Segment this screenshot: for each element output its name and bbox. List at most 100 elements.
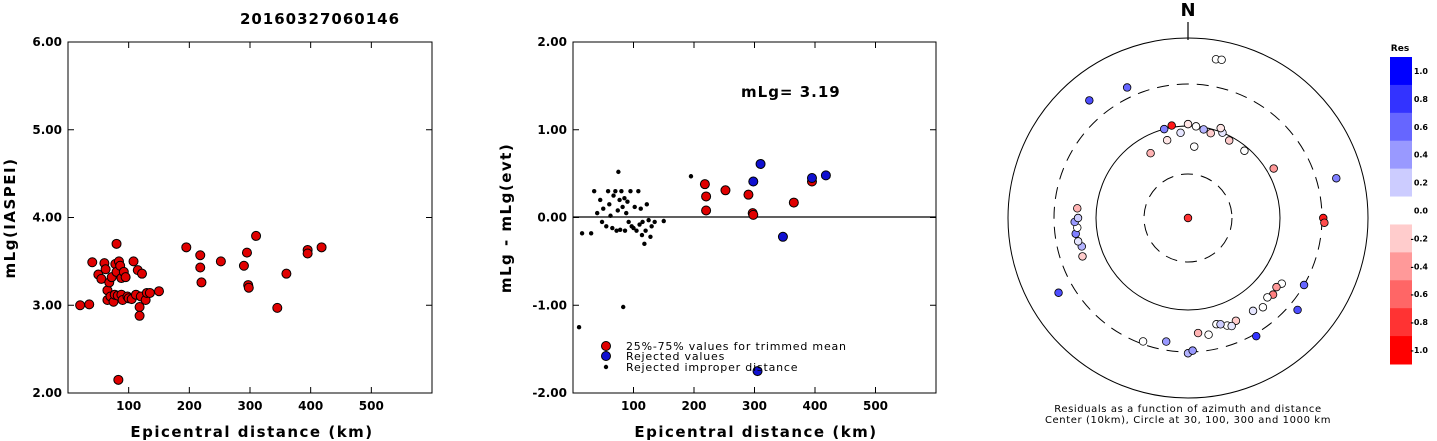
- station-point: [1332, 174, 1341, 183]
- north-label: N: [1180, 0, 1195, 21]
- trimmed-mean-point: [788, 197, 799, 208]
- legend-label-distance: Rejected improper distance: [626, 361, 798, 374]
- y-tick-label: 4.00: [32, 211, 62, 225]
- station-point: [1122, 83, 1132, 92]
- caption-line-1: Residuals as a function of azimuth and d…: [1054, 404, 1322, 415]
- x-tick-label: 200: [681, 399, 706, 413]
- x-axis-label: Epicentral distance (km): [130, 423, 373, 441]
- figure-title: 20160327060146: [240, 10, 400, 28]
- trimmed-mean-point: [699, 179, 710, 190]
- station-point: [1167, 121, 1176, 130]
- x-tick-label: 100: [621, 399, 646, 413]
- colorbar-label: -0.8: [1411, 318, 1429, 327]
- rejected-distance-point: [644, 202, 650, 207]
- rejected-distance-point: [661, 218, 666, 224]
- azimuth-polar-plot: N Residuals as a function of azimuth and…: [1007, 0, 1369, 426]
- station-point: [1269, 164, 1278, 173]
- x-tick-label: 100: [116, 399, 141, 413]
- colorbar-swatch: [1390, 280, 1412, 309]
- data-point: [128, 256, 139, 267]
- x-axis-ticks: 100 200 300 400 500: [621, 42, 888, 413]
- x-tick-label: 200: [177, 399, 202, 413]
- colorbar-swatch: [1390, 84, 1412, 114]
- station-point: [1162, 337, 1171, 346]
- data-point: [316, 242, 327, 253]
- data-point: [181, 242, 192, 253]
- colorbar-swatch: [1390, 336, 1412, 365]
- data-point: [243, 282, 254, 293]
- data-point: [302, 248, 313, 259]
- rejected-distance-point: [611, 193, 616, 198]
- colorbar-label: 1.0: [1414, 67, 1429, 76]
- rejected-distance-point: [621, 304, 626, 310]
- station-point: [1183, 213, 1193, 223]
- legend-marker-distance: [603, 364, 609, 370]
- x-tick-label: 500: [863, 399, 888, 413]
- rejected-distance-point: [620, 204, 625, 210]
- mlg-distance-plot: 2.00 3.00 4.00 5.00 6.00 100 200 300 400 500 Epi…: [1, 35, 433, 441]
- rejected-distance-point: [631, 225, 636, 231]
- rejected-distance-point: [617, 197, 622, 203]
- rejected-distance-point: [595, 210, 600, 216]
- rejected-distance-point: [637, 222, 642, 227]
- trimmed-mean-point: [720, 185, 731, 196]
- data-point: [195, 262, 206, 273]
- rejected-distance-point: [610, 225, 615, 231]
- rejected-distance-point: [638, 206, 643, 211]
- station-point: [1206, 128, 1215, 138]
- station-point: [1159, 124, 1169, 134]
- rejected-distance-point: [579, 231, 585, 236]
- rejected-distance-point: [604, 224, 609, 229]
- rejected-distance-point: [615, 208, 620, 213]
- colorbar-swatch: [1390, 140, 1412, 170]
- station-point: [1199, 125, 1208, 134]
- colorbar-label: 0.2: [1414, 179, 1428, 188]
- colorbar-label: -1.0: [1411, 346, 1429, 355]
- data-point: [272, 302, 283, 313]
- rejected-distance-point: [619, 188, 624, 194]
- rejected-distance-point: [646, 217, 651, 223]
- colorbar-label: 0.6: [1414, 123, 1429, 132]
- rejected-distance-point: [636, 188, 641, 194]
- data-point: [154, 286, 164, 297]
- station-point: [1146, 148, 1155, 158]
- colorbar-swatch: [1390, 252, 1412, 281]
- data-point: [100, 264, 111, 275]
- colorbar-label: -0.4: [1411, 262, 1429, 271]
- rejected-distance-point: [605, 188, 611, 194]
- x-tick-label: 400: [298, 399, 323, 413]
- legend-label-trimmed: 25%-75% values for trimmed mean: [626, 340, 847, 353]
- y-tick-label: 2.00: [32, 386, 62, 400]
- station-point: [1248, 306, 1258, 316]
- rejected-distance-point: [599, 219, 605, 225]
- y-axis-ticks: 2.00 3.00 4.00 5.00 6.00: [32, 35, 432, 400]
- rejected-distance-point: [617, 227, 623, 232]
- trimmed-mean-point: [748, 209, 759, 220]
- station-point: [1073, 237, 1083, 246]
- rejected-distance-point: [625, 199, 630, 204]
- data-point: [251, 230, 262, 241]
- station-point: [1216, 123, 1225, 133]
- rejected-point: [748, 176, 759, 187]
- data-point: [134, 310, 145, 321]
- trimmed-mean-point: [743, 189, 754, 200]
- data-point: [281, 268, 292, 279]
- trimmed-mean-point: [701, 191, 712, 202]
- rejected-distance-point: [622, 228, 628, 233]
- rejected-distance-point: [632, 204, 637, 210]
- station-point: [1078, 252, 1087, 261]
- station-point: [1188, 346, 1197, 355]
- station-point: [1073, 213, 1083, 223]
- colorbar-label: 0.8: [1414, 95, 1429, 104]
- colorbar-swatch: [1390, 308, 1412, 337]
- colorbar-label: -0.6: [1411, 290, 1429, 299]
- data-points: [75, 230, 327, 385]
- rejected-point: [777, 231, 788, 242]
- legend-marker-trimmed: [601, 341, 611, 351]
- colorbar-swatch: [1390, 224, 1412, 253]
- rejected-distance-point: [614, 228, 619, 233]
- colorbar-title: Res: [1391, 44, 1409, 54]
- data-point: [195, 250, 206, 261]
- colorbar-label: 0.0: [1414, 207, 1429, 216]
- station-point: [1138, 337, 1148, 346]
